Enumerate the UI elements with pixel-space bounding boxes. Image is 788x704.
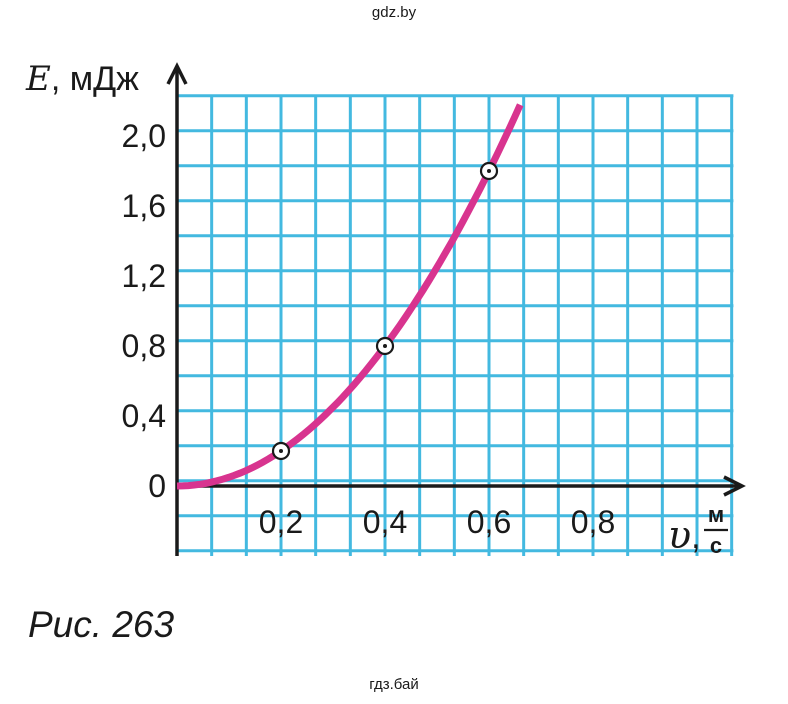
- y-axis-label: E, мДж: [25, 59, 139, 99]
- watermark-top: gdz.by: [371, 4, 417, 21]
- y-tick-label: 1,2: [122, 258, 166, 294]
- x-tick-label: 0,8: [571, 504, 615, 540]
- y-tick-label: 1,6: [122, 188, 166, 224]
- y-axis-unit: , мДж: [51, 60, 139, 98]
- y-tick-label: 0,8: [122, 328, 166, 364]
- x-axis-symbol: υ: [668, 513, 691, 557]
- axes: [166, 62, 746, 556]
- y-axis-arrow: [166, 62, 188, 85]
- y-axis-symbol: E: [25, 59, 51, 99]
- watermark-bottom: гдз.бай: [369, 676, 419, 693]
- curve-layer: [176, 103, 524, 490]
- data-point-dot: [279, 449, 283, 453]
- y-tick-label: 0,4: [122, 398, 166, 434]
- y-tick-label: 0: [148, 468, 166, 504]
- x-unit-numerator: м: [708, 502, 724, 527]
- figure-caption: Рис. 263: [28, 604, 175, 645]
- x-tick-label: 0,2: [259, 504, 303, 540]
- x-axis-label: υ,: [668, 513, 701, 557]
- x-tick-label: 0,4: [363, 504, 407, 540]
- data-point-dot: [383, 344, 387, 348]
- energy-curve: [176, 103, 524, 490]
- grid: [175, 94, 734, 556]
- y-tick-label: 2,0: [122, 118, 166, 154]
- x-unit-denominator: с: [710, 533, 722, 558]
- ticks-layer: 0,2 0,4 0,6 0,8 0 0,4 0,8 1,2 1,6 2,0: [122, 118, 616, 540]
- data-point-dot: [487, 169, 491, 173]
- points-layer: [271, 161, 499, 461]
- x-axis-arrow: [723, 475, 746, 497]
- x-axis-sep: ,: [691, 518, 700, 556]
- x-tick-label: 0,6: [467, 504, 511, 540]
